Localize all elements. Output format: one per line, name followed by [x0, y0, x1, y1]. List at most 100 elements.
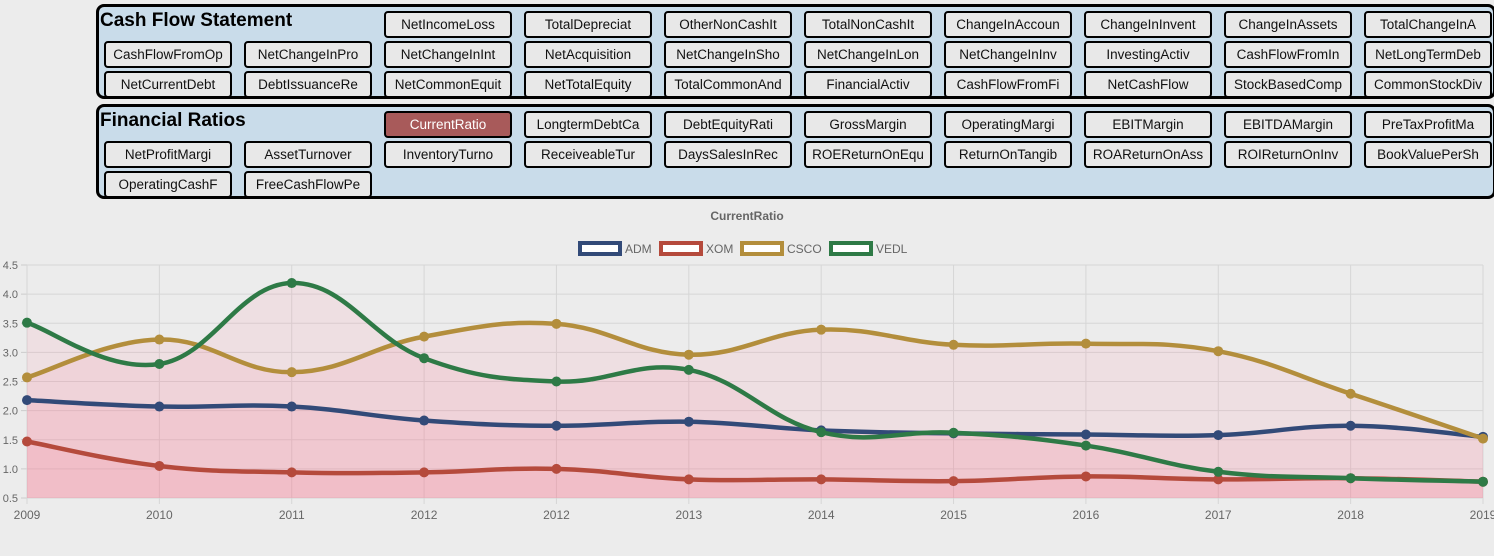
btn-totalnoncashit[interactable]: TotalNonCashIt	[804, 11, 932, 38]
y-tick-label: 4.0	[3, 289, 18, 301]
btn-cashflowfromfi[interactable]: CashFlowFromFi	[944, 71, 1072, 98]
point-csco	[816, 324, 827, 335]
btn-commonstockdiv[interactable]: CommonStockDiv	[1364, 71, 1492, 98]
x-tick-label: 2014	[808, 508, 835, 522]
point-adm	[154, 401, 165, 412]
btn-freecashflowpe[interactable]: FreeCashFlowPe	[244, 171, 372, 198]
point-csco	[551, 318, 562, 329]
btn-operatingcashf[interactable]: OperatingCashF	[104, 171, 232, 198]
btn-pretaxprofitma[interactable]: PreTaxProfitMa	[1364, 111, 1492, 138]
btn-totaldepreciat[interactable]: TotalDepreciat	[524, 11, 652, 38]
point-vedl	[1213, 466, 1224, 477]
btn-ebitmargin[interactable]: EBITMargin	[1084, 111, 1212, 138]
btn-netchangeininv[interactable]: NetChangeInInv	[944, 41, 1072, 68]
point-vedl	[816, 427, 827, 438]
cash-flow-panel: Cash Flow Statement NetIncomeLoss TotalDe…	[96, 4, 1494, 99]
y-tick-label: 1.5	[3, 435, 18, 447]
btn-netincomeloss[interactable]: NetIncomeLoss	[384, 11, 512, 38]
btn-netchangeinsho[interactable]: NetChangeInSho	[664, 41, 792, 68]
x-tick-label: 2017	[1205, 508, 1232, 522]
btn-netacquisition[interactable]: NetAcquisition	[524, 41, 652, 68]
btn-changeinaccoun[interactable]: ChangeInAccoun	[944, 11, 1072, 38]
btn-cashflowfromop[interactable]: CashFlowFromOp	[104, 41, 232, 68]
btn-changeininvent[interactable]: ChangeInInvent	[1084, 11, 1212, 38]
area-csco	[27, 322, 1483, 498]
point-csco	[1345, 388, 1356, 399]
point-adm	[683, 416, 694, 427]
point-xom	[286, 467, 297, 478]
btn-ebitdamargin[interactable]: EBITDAMargin	[1224, 111, 1352, 138]
point-csco	[22, 372, 32, 383]
btn-dayssalesinrec[interactable]: DaysSalesInRec	[664, 141, 792, 168]
btn-netprofitmargi[interactable]: NetProfitMargi	[104, 141, 232, 168]
btn-grossmargin[interactable]: GrossMargin	[804, 111, 932, 138]
point-adm	[1080, 429, 1091, 440]
btn-cashflowfromin[interactable]: CashFlowFromIn	[1224, 41, 1352, 68]
btn-receiveabletur[interactable]: ReceiveableTur	[524, 141, 652, 168]
legend-swatch-vedl	[829, 241, 873, 256]
point-csco	[948, 339, 959, 350]
btn-netlongtermdeb[interactable]: NetLongTermDeb	[1364, 41, 1492, 68]
legend-swatch-adm	[578, 241, 622, 256]
btn-investingactiv[interactable]: InvestingActiv	[1084, 41, 1212, 68]
btn-nettotalequity[interactable]: NetTotalEquity	[524, 71, 652, 98]
x-tick-label: 2018	[1337, 508, 1364, 522]
btn-totalcommonand[interactable]: TotalCommonAnd	[664, 71, 792, 98]
btn-debtissuancere[interactable]: DebtIssuanceRe	[244, 71, 372, 98]
btn-totalchangeina[interactable]: TotalChangeInA	[1364, 11, 1492, 38]
btn-netcashflow[interactable]: NetCashFlow	[1084, 71, 1212, 98]
point-vedl	[1478, 476, 1488, 487]
chart-title: CurrentRatio	[710, 209, 783, 223]
btn-othernoncashit[interactable]: OtherNonCashIt	[664, 11, 792, 38]
point-xom	[948, 476, 959, 487]
point-csco	[1478, 433, 1488, 444]
area-vedl	[27, 283, 1483, 498]
y-tick-label: 3.0	[3, 347, 18, 359]
btn-returnontangib[interactable]: ReturnOnTangib	[944, 141, 1072, 168]
financial-ratios-title: Financial Ratios	[100, 110, 246, 131]
y-tick-label: 1.0	[3, 464, 18, 476]
y-tick-label: 3.5	[3, 318, 18, 330]
btn-netcurrentdebt[interactable]: NetCurrentDebt	[104, 71, 232, 98]
point-vedl	[1080, 440, 1091, 451]
point-xom	[816, 474, 827, 485]
point-xom	[419, 467, 430, 478]
btn-operatingmargi[interactable]: OperatingMargi	[944, 111, 1072, 138]
y-tick-label: 2.5	[3, 377, 18, 389]
current-ratio-chart: CurrentRatio ADM XOM CSCO VEDL 0.5 1.0 1.5 2.0 2.…	[3, 209, 1494, 522]
btn-stockbasedcomp[interactable]: StockBasedComp	[1224, 71, 1352, 98]
btn-financialactiv[interactable]: FinancialActiv	[804, 71, 932, 98]
point-xom	[154, 460, 165, 471]
line-xom	[24, 439, 1486, 484]
x-tick-label: 2013	[675, 508, 702, 522]
btn-inventoryturno[interactable]: InventoryTurno	[384, 141, 512, 168]
x-tick-label: 2011	[279, 508, 305, 522]
btn-netchangeinlon[interactable]: NetChangeInLon	[804, 41, 932, 68]
point-vedl	[551, 376, 562, 387]
point-xom	[22, 436, 32, 447]
btn-netcommonequit[interactable]: NetCommonEquit	[384, 71, 512, 98]
btn-roereturnonequ[interactable]: ROEReturnOnEqu	[804, 141, 932, 168]
point-adm	[551, 420, 562, 431]
btn-debtequityrati[interactable]: DebtEquityRati	[664, 111, 792, 138]
btn-netchangeinpro[interactable]: NetChangeInPro	[244, 41, 372, 68]
point-adm	[1345, 420, 1356, 431]
btn-assetturnover[interactable]: AssetTurnover	[244, 141, 372, 168]
btn-netchangeinint[interactable]: NetChangeInInt	[384, 41, 512, 68]
btn-roareturnonass[interactable]: ROAReturnOnAss	[1084, 141, 1212, 168]
btn-roireturnoninv[interactable]: ROIReturnOnInv	[1224, 141, 1352, 168]
area-xom	[27, 441, 1483, 498]
point-csco	[1213, 346, 1224, 357]
btn-currentratio[interactable]: CurrentRatio	[384, 111, 512, 138]
btn-longtermdebtca[interactable]: LongtermDebtCa	[524, 111, 652, 138]
point-vedl	[22, 317, 32, 328]
point-adm	[22, 395, 32, 406]
legend-label-vedl: VEDL	[876, 242, 908, 256]
point-csco	[154, 334, 165, 345]
point-vedl	[1345, 473, 1356, 484]
legend-swatch-csco	[740, 241, 784, 256]
btn-bookvaluepersh[interactable]: BookValuePerSh	[1364, 141, 1492, 168]
x-tick-label: 2019	[1470, 508, 1494, 522]
point-adm	[419, 415, 430, 426]
btn-changeinassets[interactable]: ChangeInAssets	[1224, 11, 1352, 38]
